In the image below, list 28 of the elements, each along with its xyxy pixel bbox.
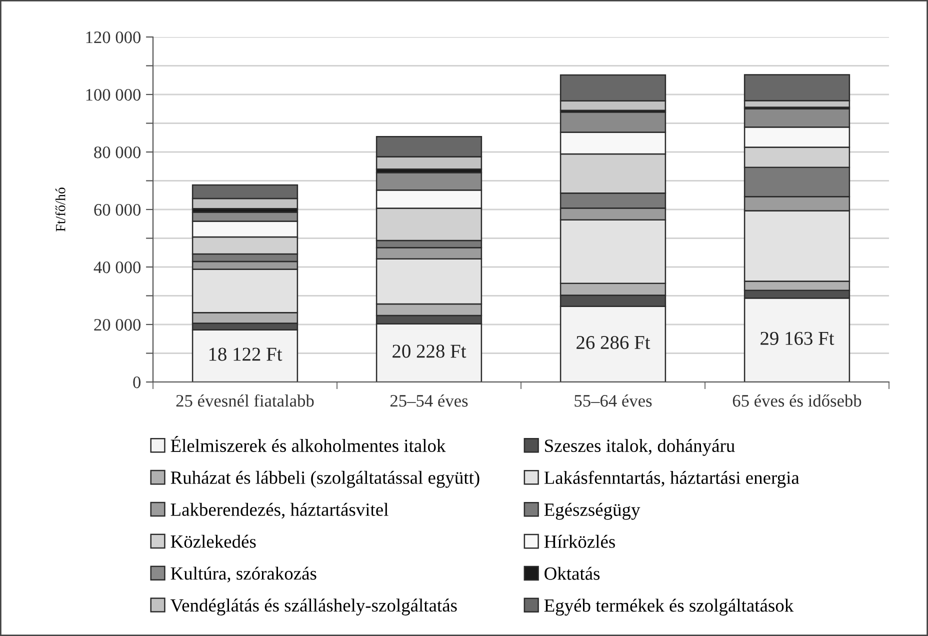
y-tick-label: 20 000: [94, 318, 141, 331]
legend-label: Szeszes italok, dohányáru: [545, 438, 735, 456]
legend-label: Egészségügy: [544, 502, 640, 520]
y-tick-label: 0: [133, 376, 141, 388]
legend-label: Egyéb termékek és szolgáltatások: [544, 598, 794, 616]
legend-label: Kultúra, szórakozás: [170, 566, 316, 582]
legend-label: Élelmiszerek és alkoholmentes italok: [170, 436, 446, 452]
legend-label: Lakásfenntartás, háztartási energia: [544, 470, 800, 488]
y-tick-label: 40 000: [94, 261, 141, 274]
legend-label: Vendéglátás és szálláshely-szolgáltatás: [170, 598, 457, 616]
y-axis-title: Ft/fő/hó: [55, 188, 66, 232]
data-label: 20 228 Ft: [392, 344, 466, 358]
y-tick-label: 80 000: [94, 146, 141, 158]
y-tick-label: 120 000: [86, 31, 141, 44]
legend-label: Lakberendezés, háztartásvitel: [170, 502, 388, 519]
legend-label: Hírközlés: [544, 534, 615, 548]
data-label: 18 122 Ft: [209, 348, 282, 361]
legend-label: Közlekedés: [170, 534, 256, 548]
legend-label: Ruházat és lábbeli (szolgáltatással együtt): [170, 470, 480, 488]
legend-label: Oktatás: [544, 566, 600, 580]
x-tick-label: 25 évesnél fiatalabb: [176, 394, 314, 407]
x-tick-label: 25–54 éves: [390, 394, 468, 407]
x-tick-label: 55–64 éves: [574, 394, 652, 407]
y-tick-label: 100 000: [86, 88, 141, 101]
y-tick-label: 60 000: [94, 204, 141, 216]
data-label: 26 286 Ft: [576, 336, 650, 350]
data-label: 29 163 Ft: [760, 332, 834, 345]
x-tick-label: 65 éves és idősebb: [732, 394, 862, 407]
